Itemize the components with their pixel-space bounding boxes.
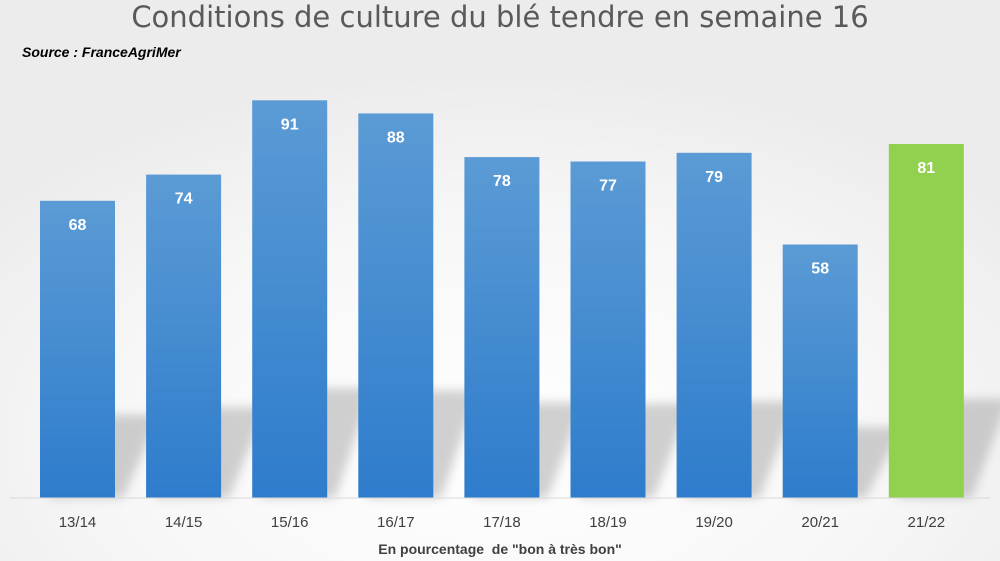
data-label-18-19: 77 — [599, 178, 617, 195]
bar-14-15 — [146, 174, 222, 498]
bar-19-20 — [676, 152, 752, 499]
chart-title: Conditions de culture du blé tendre en s… — [131, 0, 868, 34]
tick-label-15-16: 15/16 — [271, 514, 309, 531]
tick-label-16-17: 16/17 — [377, 514, 415, 531]
x-tick-labels: 13/14 14/15 15/16 16/17 17/18 18/19 19/20 20/21… — [59, 514, 945, 531]
tick-label-18-19: 18/19 — [589, 514, 627, 531]
data-label-15-16: 91 — [281, 116, 299, 133]
x-axis-label: En pourcentage de "bon à très bon" — [378, 541, 622, 557]
tick-label-17-18: 17/18 — [483, 514, 521, 531]
bar-20-21 — [782, 244, 858, 498]
tick-label-21-22: 21/22 — [908, 514, 946, 531]
bar-13-14 — [40, 200, 115, 499]
tick-label-14-15: 14/15 — [165, 514, 203, 531]
bar-16-17 — [358, 113, 434, 499]
bars — [40, 100, 964, 499]
data-label-16-17: 88 — [387, 129, 405, 146]
tick-label-13-14: 13/14 — [59, 514, 97, 531]
data-label-14-15: 74 — [175, 191, 193, 208]
data-labels: 68 74 91 88 78 77 79 58 81 — [69, 116, 936, 277]
bar-15-16 — [252, 100, 328, 499]
data-label-19-20: 79 — [705, 169, 723, 186]
data-label-20-21: 58 — [811, 261, 829, 278]
data-label-13-14: 68 — [69, 217, 87, 234]
data-label-21-22: 81 — [917, 160, 935, 177]
data-label-17-18: 78 — [493, 173, 511, 190]
tick-label-20-21: 20/21 — [801, 514, 839, 531]
bar-17-18 — [464, 157, 540, 498]
bar-18-19 — [570, 161, 646, 498]
bar-21-22 — [888, 144, 964, 498]
chart-source: Source : FranceAgriMer — [22, 44, 182, 60]
tick-label-19-20: 19/20 — [695, 514, 733, 531]
